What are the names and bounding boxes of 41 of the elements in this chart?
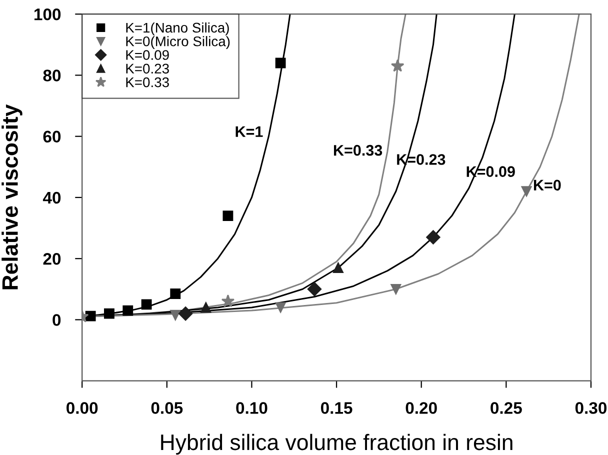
point [221,294,235,308]
y-tick-label: 0 [52,314,61,326]
point [426,230,440,244]
x-tick-label: 0.15 [320,402,352,414]
point [222,210,234,222]
x-axis-title: Hybrid silica volume fraction in resin [161,434,512,455]
legend-label: K=0.23 [126,64,169,74]
x-tick-label: 0.10 [236,402,268,414]
annotation: K=0 [534,180,561,191]
legend-label: K=0.09 [126,50,169,60]
annotation: K=0.33 [334,144,382,156]
x-tick-label: 0.00 [66,402,98,414]
legend-label: K=0(Micro Silica) [126,36,230,50]
y-axis-title: Relative viscosity [2,104,22,290]
x-tick-label: 0.20 [406,402,437,414]
y-tick-label: 60 [43,130,61,143]
y-tick-label: 100 [34,8,61,20]
legend-label: K=0.33 [126,77,169,88]
point [170,288,181,299]
point [307,282,322,296]
y-tick-label: 80 [43,70,61,82]
point [390,59,404,72]
point [521,186,532,197]
point [200,302,212,313]
point [390,284,402,294]
x-tick-label: 0.30 [575,402,607,414]
legend-label: K=1(Nano Silica) [126,22,229,36]
y-tick-label: 20 [43,252,61,265]
point [141,299,152,310]
point [104,308,114,319]
point [170,310,181,320]
x-tick-label: 0.05 [151,402,183,414]
point [178,306,193,321]
annotation: K=1 [236,126,263,137]
point [122,305,134,316]
point [275,302,286,313]
point [275,58,286,68]
point [333,262,344,273]
y-tick-label: 40 [42,192,61,204]
x-tick-label: 0.25 [490,402,522,414]
point [85,310,96,322]
